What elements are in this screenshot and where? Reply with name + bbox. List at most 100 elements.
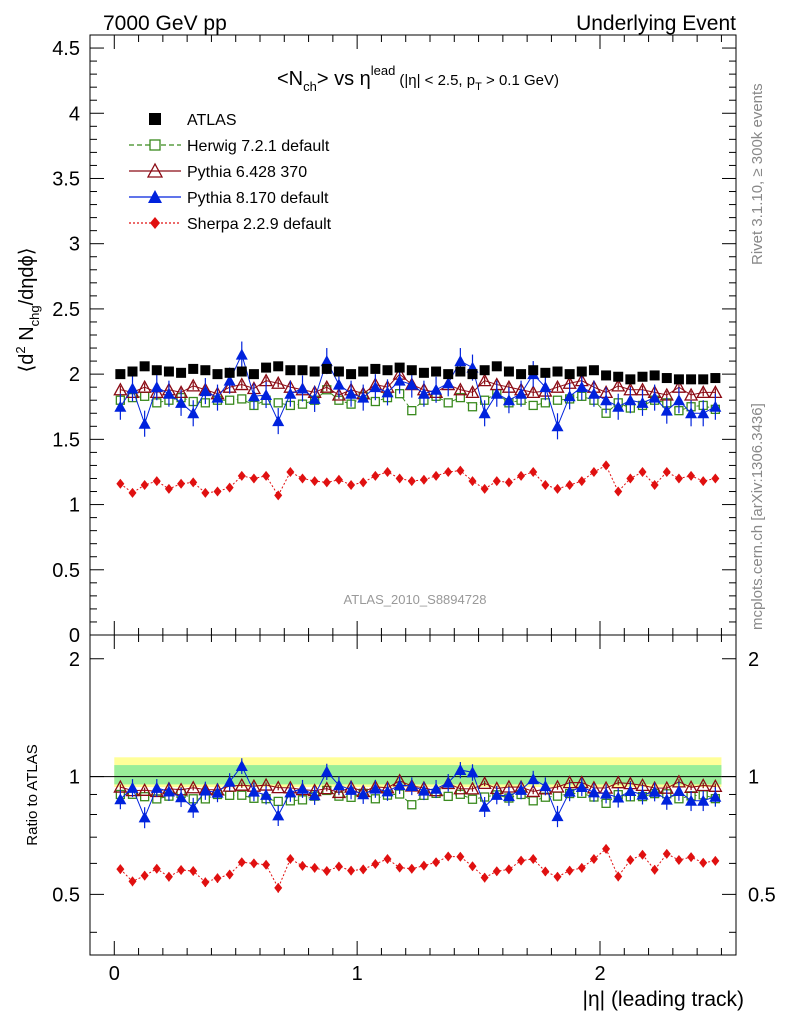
data-point — [140, 480, 149, 490]
data-point — [285, 365, 296, 376]
data-series-layer — [113, 341, 723, 893]
data-point — [175, 396, 188, 408]
ratio-point — [442, 776, 455, 788]
data-point — [417, 387, 430, 399]
data-point — [223, 374, 236, 386]
data-point — [128, 487, 137, 498]
ratio-point — [237, 790, 247, 800]
data-point — [503, 366, 514, 377]
data-point — [187, 407, 200, 419]
ylabel-part-0: ⟨d — [16, 354, 38, 373]
ratio-point — [662, 848, 671, 859]
x-axis-label: |η| (leading track) — [583, 988, 744, 1011]
data-point — [346, 369, 357, 380]
data-point — [611, 378, 626, 392]
title-main-mid: > vs η — [317, 68, 371, 90]
data-point — [588, 365, 599, 376]
data-point — [225, 482, 234, 493]
data-point — [648, 391, 661, 403]
ylabel-part-3: chg — [27, 305, 42, 326]
ratio-point — [577, 862, 586, 873]
data-point — [248, 369, 259, 380]
ratio-panel-frame — [89, 634, 737, 956]
ratio-point — [687, 852, 696, 863]
ratio-point — [526, 784, 541, 798]
data-point — [709, 400, 722, 412]
ratio-point — [187, 801, 200, 813]
ratio-point — [359, 864, 368, 875]
ratio-point — [262, 859, 271, 870]
ratio-point — [213, 873, 222, 884]
ratio-point — [685, 794, 698, 806]
mcplots-label: mcplots.cern.ch [arXiv:1306.3436] — [749, 403, 766, 630]
ratio-point — [371, 858, 380, 869]
data-point — [273, 398, 283, 408]
ratio-point — [407, 800, 417, 810]
y-tick-label-top: 2 — [69, 364, 80, 386]
data-point — [526, 385, 541, 399]
data-point — [477, 373, 492, 387]
ratio-point — [465, 781, 480, 795]
data-point — [284, 387, 297, 399]
ratio-point — [272, 809, 285, 821]
header-right: Underlying Event — [576, 12, 736, 35]
ratio-point — [260, 788, 273, 800]
data-point — [650, 480, 659, 490]
data-point — [237, 394, 247, 404]
ratio-point — [162, 785, 175, 797]
data-point — [624, 394, 637, 406]
ratio-point — [322, 866, 331, 877]
ratio-point — [308, 789, 321, 801]
ratio-point — [128, 876, 137, 887]
legend-marker — [148, 190, 162, 203]
ratio-point — [201, 877, 210, 888]
data-point — [516, 369, 527, 380]
data-point — [614, 486, 623, 497]
data-point — [236, 366, 247, 377]
data-point — [393, 374, 406, 386]
data-point — [213, 486, 222, 497]
legend-label: Sherpa 2.2.9 default — [187, 216, 332, 233]
data-point — [587, 387, 600, 399]
ratio-point — [502, 790, 515, 802]
legend-label: Herwig 7.2.1 default — [187, 138, 330, 155]
ratio-point — [563, 785, 576, 797]
ratio-point — [247, 785, 260, 797]
x-tick-label: 2 — [594, 963, 605, 985]
ratio-point — [453, 781, 468, 795]
title-main-sub: ch — [303, 79, 317, 94]
ratio-point — [624, 785, 637, 797]
ratio-point — [116, 864, 125, 875]
ratio-point — [186, 780, 201, 794]
data-point — [710, 373, 721, 384]
data-point — [687, 470, 696, 481]
data-point — [406, 365, 417, 376]
y-tick-label-top: 1 — [69, 495, 80, 517]
data-point — [234, 377, 249, 391]
data-point — [383, 466, 392, 477]
legend-marker — [150, 217, 160, 229]
ratio-point — [235, 759, 248, 771]
ratio-point — [140, 870, 149, 881]
data-point — [407, 406, 417, 416]
data-point — [552, 395, 563, 405]
data-point — [711, 473, 720, 484]
y-tick-label-top: 3.5 — [52, 168, 80, 190]
data-point — [430, 383, 443, 395]
data-point — [601, 370, 612, 381]
data-point — [345, 387, 358, 399]
data-point — [139, 391, 150, 401]
data-point — [541, 480, 550, 490]
ratio-tick-label-left: 0.5 — [52, 884, 80, 906]
data-point — [490, 387, 503, 399]
ratio-point — [347, 865, 356, 876]
ratio-point — [126, 781, 139, 793]
ratio-point — [553, 871, 562, 882]
ratio-point — [636, 788, 649, 800]
data-point — [467, 369, 478, 380]
data-point — [636, 396, 649, 408]
data-point — [431, 366, 442, 377]
data-point — [528, 365, 539, 376]
ratio-point — [271, 780, 286, 794]
ratio-point — [575, 780, 588, 792]
